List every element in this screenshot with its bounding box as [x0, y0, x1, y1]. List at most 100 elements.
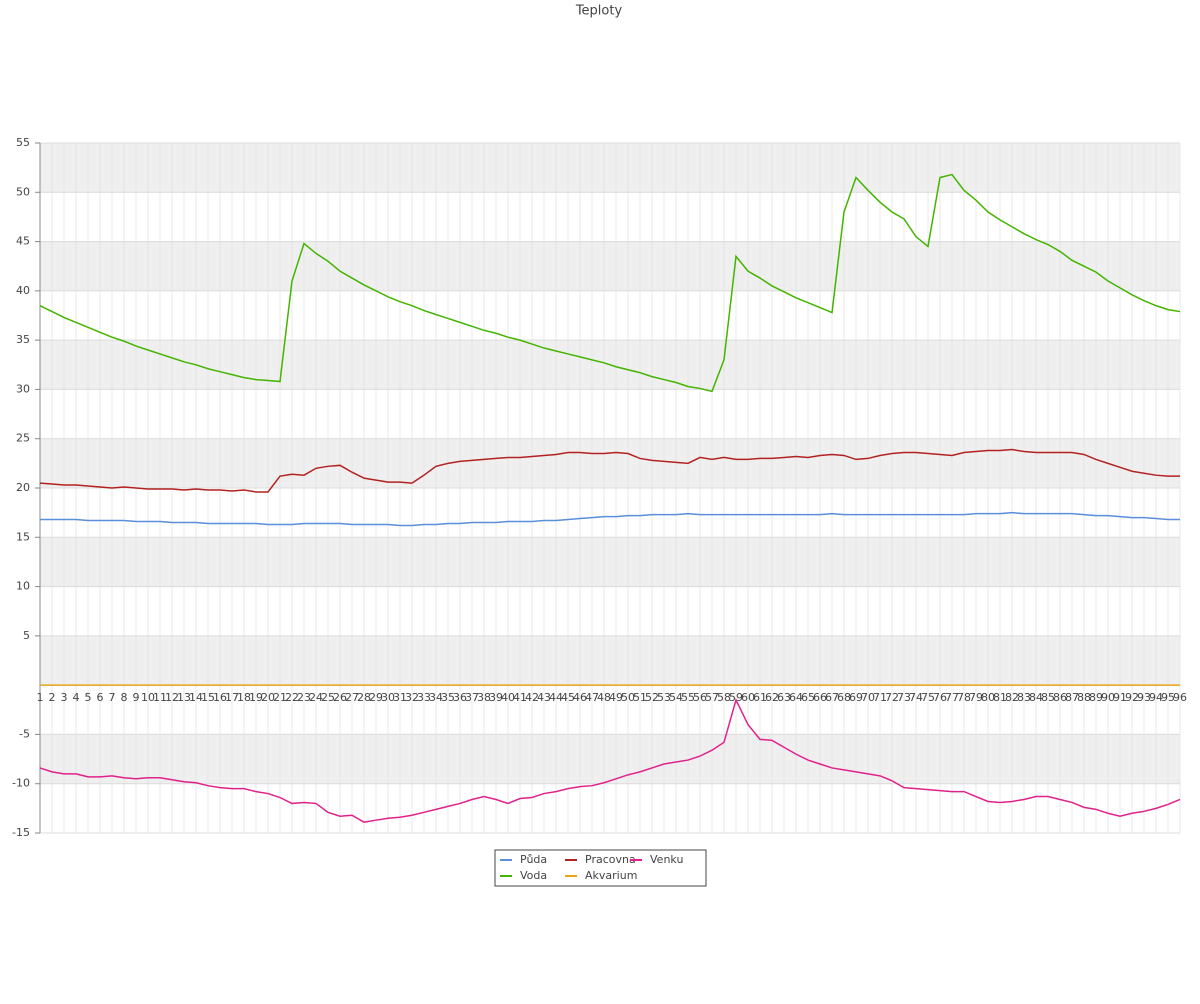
- y-tick-label: 20: [16, 481, 30, 494]
- x-tick-label: 73: [897, 691, 911, 704]
- y-tick-label: 40: [16, 284, 30, 297]
- series-line: [39, 448, 1180, 493]
- x-tick-label: 37: [465, 691, 479, 704]
- series-line: [39, 173, 1181, 393]
- x-tick-label: 51: [633, 691, 647, 704]
- x-tick-label: 59: [729, 691, 743, 704]
- x-tick-label: 72: [885, 691, 899, 704]
- x-tick-label: 47: [585, 691, 599, 704]
- y-tick-label: -10: [12, 777, 30, 790]
- legend-label: Voda: [520, 869, 547, 882]
- y-tick-label: -15: [12, 826, 30, 839]
- x-tick-label: 92: [1125, 691, 1139, 704]
- x-tick-label: 63: [777, 691, 791, 704]
- grid-band: [40, 438, 1180, 488]
- legend-label: Venku: [650, 853, 683, 866]
- x-tick-label: 36: [453, 691, 467, 704]
- legend-label: Pracovna: [585, 853, 636, 866]
- x-tick-label: 44: [549, 691, 563, 704]
- x-tick-label: 64: [789, 691, 803, 704]
- x-tick-label: 75: [921, 691, 935, 704]
- x-tick-label: 8: [121, 691, 128, 704]
- x-tick-label: 5: [85, 691, 92, 704]
- x-tick-label: 40: [501, 691, 515, 704]
- x-tick-label: 91: [1113, 691, 1127, 704]
- grid-band: [40, 734, 1180, 784]
- x-tick-label: 43: [537, 691, 551, 704]
- x-tick-label: 62: [765, 691, 779, 704]
- x-tick-label: 21: [273, 691, 287, 704]
- x-tick-label: 11: [153, 691, 167, 704]
- x-tick-label: 93: [1137, 691, 1151, 704]
- x-tick-label: 10: [141, 691, 155, 704]
- y-tick-label: 45: [16, 235, 30, 248]
- x-tick-label: 6: [97, 691, 104, 704]
- x-tick-label: 16: [213, 691, 227, 704]
- x-tick-label: 3: [61, 691, 68, 704]
- x-tick-label: 80: [981, 691, 995, 704]
- x-tick-label: 31: [393, 691, 407, 704]
- x-tick-label: 61: [753, 691, 767, 704]
- x-tick-label: 29: [369, 691, 383, 704]
- x-tick-label: 67: [825, 691, 839, 704]
- grid-band: [40, 635, 1180, 686]
- x-tick-label: 14: [189, 691, 203, 704]
- x-tick-label: 28: [357, 691, 371, 704]
- x-tick-label: 19: [249, 691, 263, 704]
- x-tick-label: 95: [1161, 691, 1175, 704]
- x-tick-label: 34: [429, 691, 443, 704]
- x-tick-label: 18: [237, 691, 251, 704]
- x-tick-label: 68: [837, 691, 851, 704]
- y-tick-label: 10: [16, 580, 30, 593]
- x-tick-label: 20: [261, 691, 275, 704]
- y-tick-label: 15: [16, 530, 30, 543]
- y-tick-label: 5: [23, 629, 30, 642]
- x-tick-label: 82: [1005, 691, 1019, 704]
- x-tick-label: 4: [73, 691, 80, 704]
- x-tick-label: 85: [1041, 691, 1055, 704]
- x-tick-label: 88: [1077, 691, 1091, 704]
- x-tick-label: 66: [813, 691, 827, 704]
- x-tick-label: 13: [177, 691, 191, 704]
- x-tick-label: 94: [1149, 691, 1163, 704]
- x-tick-label: 74: [909, 691, 923, 704]
- x-tick-label: 32: [405, 691, 419, 704]
- x-tick-label: 56: [693, 691, 707, 704]
- x-tick-label: 12: [165, 691, 179, 704]
- y-tick-label: 50: [16, 185, 30, 198]
- legend-label: Akvarium: [585, 869, 637, 882]
- x-tick-label: 25: [321, 691, 335, 704]
- x-tick-label: 87: [1065, 691, 1079, 704]
- x-tick-label: 42: [525, 691, 539, 704]
- legend-label: Půda: [520, 853, 547, 866]
- x-tick-label: 58: [717, 691, 731, 704]
- x-tick-label: 70: [861, 691, 875, 704]
- x-tick-label: 26: [333, 691, 347, 704]
- legend-box: [494, 849, 707, 887]
- x-tick-label: 17: [225, 691, 239, 704]
- x-tick-label: 35: [441, 691, 455, 704]
- y-tick-label: -5: [19, 727, 30, 740]
- x-tick-label: 60: [741, 691, 755, 704]
- x-tick-label: 48: [597, 691, 611, 704]
- x-tick-label: 78: [957, 691, 971, 704]
- x-tick-label: 52: [645, 691, 659, 704]
- x-tick-label: 1: [37, 691, 44, 704]
- series-line: [39, 697, 1181, 823]
- x-tick-label: 33: [417, 691, 431, 704]
- x-tick-label: 65: [801, 691, 815, 704]
- y-tick-label: 55: [16, 136, 30, 149]
- x-tick-label: 76: [933, 691, 947, 704]
- x-tick-label: 38: [477, 691, 491, 704]
- x-tick-label: 96: [1173, 691, 1187, 704]
- chart-title: Teploty: [575, 4, 623, 19]
- y-tick-label: 30: [16, 382, 30, 395]
- x-tick-label: 49: [609, 691, 623, 704]
- x-tick-label: 55: [681, 691, 695, 704]
- x-tick-label: 77: [945, 691, 959, 704]
- y-tick-label: 35: [16, 333, 30, 346]
- x-tick-label: 57: [705, 691, 719, 704]
- x-tick-label: 89: [1089, 691, 1103, 704]
